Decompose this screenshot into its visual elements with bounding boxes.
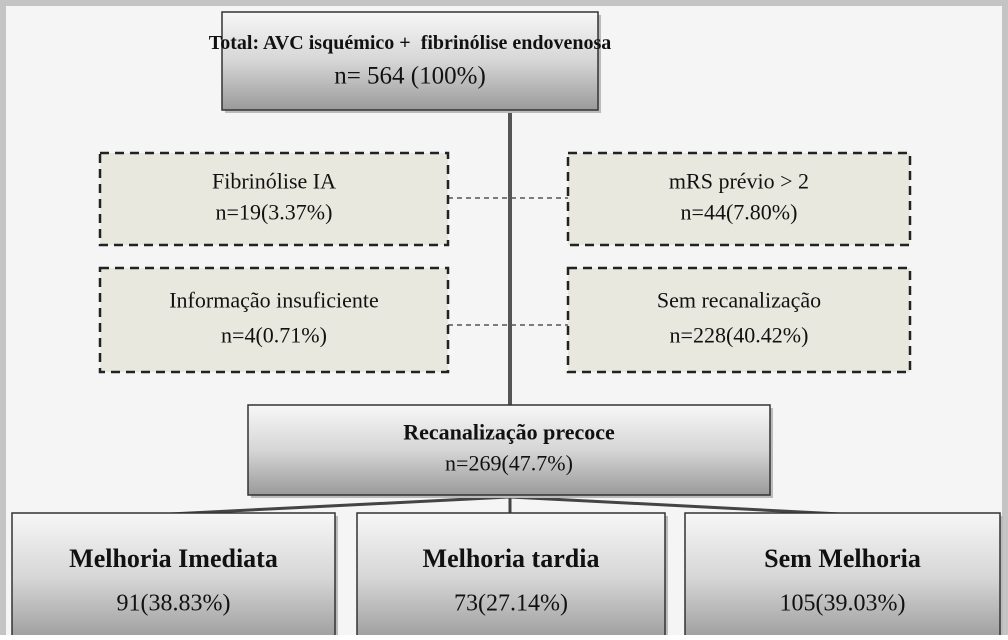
node-label: Sem Melhoria bbox=[764, 544, 921, 573]
node-value: n=19(3.37%) bbox=[216, 200, 333, 225]
node-value: n=228(40.42%) bbox=[670, 323, 809, 348]
node-value: n=269(47.7%) bbox=[445, 450, 573, 475]
node-label: Melhoria tardia bbox=[423, 544, 600, 573]
dashed-box bbox=[98, 151, 450, 247]
branch-line bbox=[509, 495, 861, 517]
node-label: Recanalização precoce bbox=[403, 420, 615, 445]
node-value: n= 564 (100%) bbox=[334, 62, 486, 89]
node-label: mRS prévio > 2 bbox=[669, 168, 809, 193]
box bbox=[221, 11, 599, 111]
node-label: Melhoria Imediata bbox=[69, 544, 278, 573]
box bbox=[356, 512, 666, 640]
node-label: Total: AVC isquémico + fibrinólise endov… bbox=[209, 32, 612, 54]
dashed-box bbox=[566, 266, 912, 374]
node-label: Sem recanalização bbox=[657, 287, 821, 312]
node-label: Informação insuficiente bbox=[169, 287, 379, 312]
node-value: 105(39.03%) bbox=[780, 591, 906, 617]
box bbox=[684, 512, 1001, 640]
branch-line bbox=[149, 495, 511, 517]
node-value: 73(27.14%) bbox=[454, 591, 568, 617]
dashed-box bbox=[566, 151, 912, 247]
node-value: n=44(7.80%) bbox=[681, 200, 798, 225]
node-value: n=4(0.71%) bbox=[221, 323, 327, 348]
box bbox=[247, 404, 771, 496]
node-label: Fibrinólise IA bbox=[212, 168, 336, 193]
box bbox=[11, 512, 336, 640]
node-value: 91(38.83%) bbox=[117, 591, 231, 617]
dashed-box bbox=[98, 266, 450, 374]
